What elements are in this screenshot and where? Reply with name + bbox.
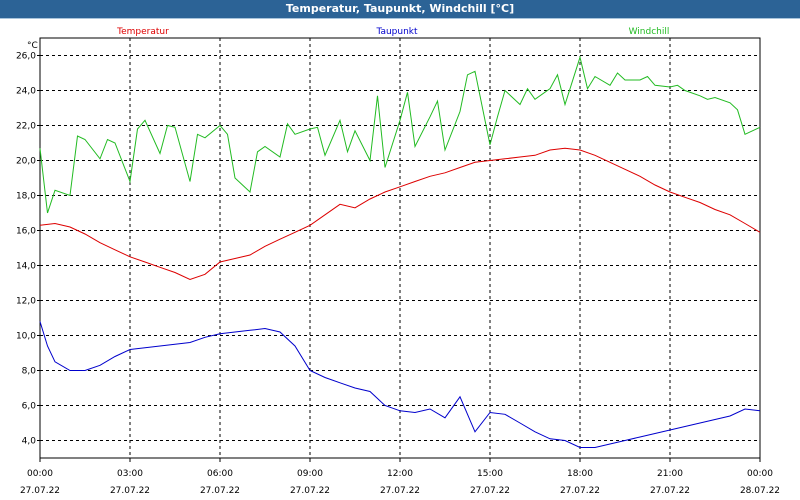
x-axis-ticks: 00:00 27.07.22 03:00 27.07.22 06:00 27.07.22 0… [20, 458, 780, 496]
x-tick-time: 09:00 [297, 469, 323, 479]
x-tick-time: 06:00 [207, 469, 233, 479]
y-tick-label: 10,0 [16, 332, 36, 342]
y-tick-label: 20,0 [16, 157, 36, 167]
legend: Temperatur Taupunkt Windchill [116, 27, 669, 37]
y-tick-label: 8,0 [22, 367, 37, 377]
chart-title: Temperatur, Taupunkt, Windchill [°C] [285, 2, 515, 15]
y-tick-label: 22,0 [16, 122, 36, 132]
y-tick-label: 12,0 [16, 297, 36, 307]
chart-title-bar: Temperatur, Taupunkt, Windchill [°C] [0, 0, 800, 19]
legend-label-temperatur: Temperatur [116, 27, 169, 37]
x-tick-time: 03:00 [117, 469, 143, 479]
x-tick-date: 27.07.22 [290, 486, 330, 496]
y-tick-label: 16,0 [16, 227, 36, 237]
x-tick-date: 27.07.22 [560, 486, 600, 496]
x-tick-date: 27.07.22 [110, 486, 150, 496]
legend-label-taupunkt: Taupunkt [375, 27, 418, 37]
x-tick-date: 27.07.22 [380, 486, 420, 496]
series-line-taupunkt [39, 321, 761, 448]
x-tick-time: 21:00 [657, 469, 683, 479]
y-tick-label: 26,0 [16, 52, 36, 62]
x-tick-date: 27.07.22 [470, 486, 510, 496]
y-axis-ticks: 26,0 24,0 22,0 20,0 18,0 16,0 14,0 12,0 10,0 8,0 6… [16, 52, 40, 447]
x-tick-date: 27.07.22 [650, 486, 690, 496]
series-line-windchill [39, 55, 761, 214]
y-tick-label: 6,0 [22, 402, 37, 412]
x-tick-time: 00:00 [27, 469, 53, 479]
x-tick-date: 27.07.22 [20, 486, 60, 496]
y-tick-label: 24,0 [16, 87, 36, 97]
grid-lines [40, 38, 760, 458]
x-tick-time: 12:00 [387, 469, 413, 479]
x-tick-time: 18:00 [567, 469, 593, 479]
legend-label-windchill: Windchill [629, 27, 670, 37]
x-tick-time: 00:00 [747, 469, 773, 479]
y-tick-label: 14,0 [16, 262, 36, 272]
x-tick-time: 15:00 [477, 469, 503, 479]
x-tick-date: 28.07.22 [740, 486, 780, 496]
y-tick-label: 4,0 [22, 437, 37, 447]
series-lines [39, 55, 761, 448]
x-tick-date: 27.07.22 [200, 486, 240, 496]
y-tick-label: 18,0 [16, 192, 36, 202]
y-axis-unit-label: °C [27, 41, 38, 51]
series-line-temperatur [39, 147, 761, 281]
